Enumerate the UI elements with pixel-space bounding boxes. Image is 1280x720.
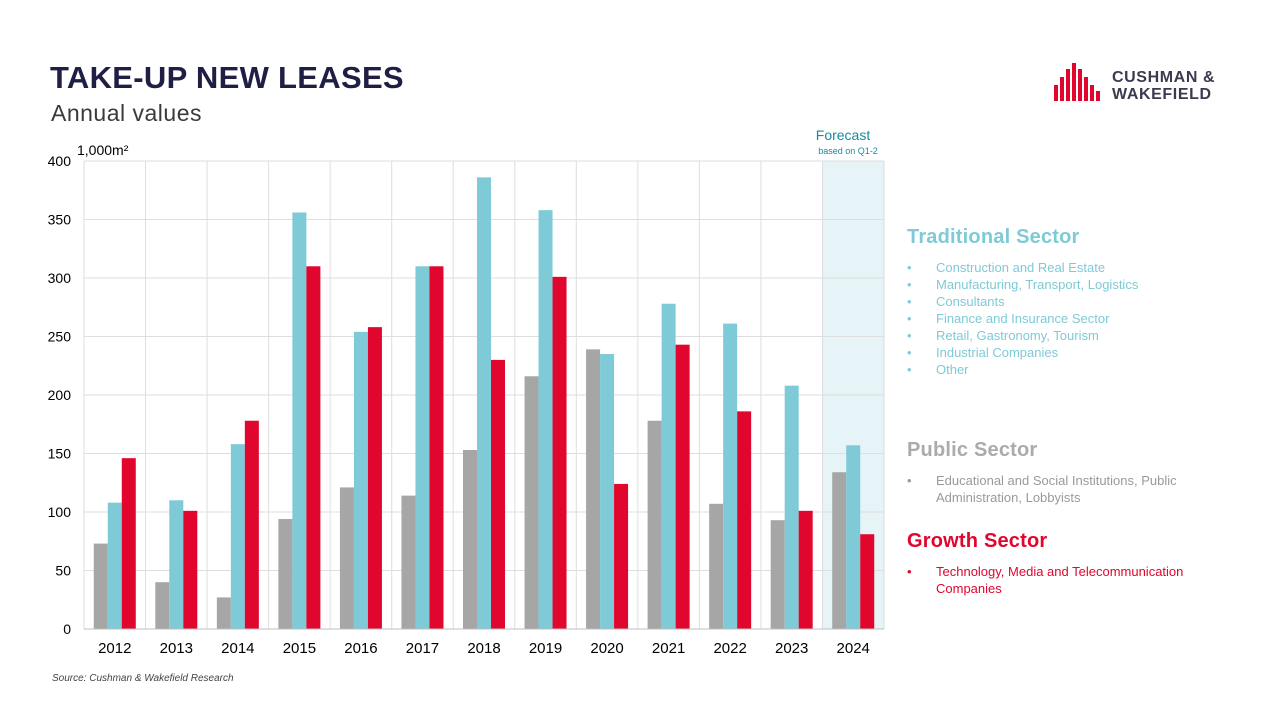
bar-growth xyxy=(614,483,629,629)
bar-growth xyxy=(860,534,875,629)
y-tick-label: 200 xyxy=(48,387,72,403)
bar-public xyxy=(832,472,847,629)
bar-public xyxy=(709,503,724,629)
legend-traditional: Traditional Sector Construction and Real… xyxy=(907,226,1237,378)
page-subtitle: Annual values xyxy=(51,100,202,126)
x-tick-label: 2020 xyxy=(590,640,623,657)
bar-growth xyxy=(429,266,444,629)
legend-growth-list: Technology, Media and Telecommunication … xyxy=(907,563,1237,597)
bar-traditional xyxy=(661,303,676,629)
bar-traditional xyxy=(230,444,245,629)
bar-public xyxy=(216,597,231,629)
bar-public xyxy=(339,487,354,629)
legend-traditional-title: Traditional Sector xyxy=(907,226,1080,248)
bar-growth xyxy=(675,344,690,629)
bars xyxy=(93,177,875,630)
bar-growth xyxy=(306,266,321,629)
x-tick-label: 2012 xyxy=(98,640,131,657)
legend-traditional-item: Consultants xyxy=(907,293,1237,310)
bar-public xyxy=(586,349,601,629)
legend-traditional-item: Finance and Insurance Sector xyxy=(907,310,1237,327)
legend-public-item: Educational and Social Institutions, Pub… xyxy=(907,472,1237,506)
bar-growth xyxy=(491,359,505,629)
bar-growth xyxy=(798,510,813,629)
bar-traditional xyxy=(292,212,307,630)
forecast-label: Forecast xyxy=(816,127,871,143)
y-tick-label: 150 xyxy=(48,446,72,462)
x-tick-label: 2019 xyxy=(529,640,562,657)
y-tick-label: 0 xyxy=(63,621,71,637)
bar-growth xyxy=(244,420,259,629)
bar-growth xyxy=(737,411,752,629)
logo-mark-icon xyxy=(1054,63,1100,101)
bar-public xyxy=(463,449,477,629)
x-tick-label: 2024 xyxy=(837,640,870,657)
logo-line-1: CUSHMAN & xyxy=(1112,69,1216,86)
bar-public xyxy=(93,543,108,629)
y-tick-label: 250 xyxy=(48,329,72,345)
y-tick-label: 50 xyxy=(55,563,71,579)
legend-traditional-item: Manufacturing, Transport, Logistics xyxy=(907,276,1237,293)
y-tick-label: 300 xyxy=(48,270,72,286)
bar-traditional xyxy=(784,385,799,629)
bar-public xyxy=(524,376,539,629)
bar-traditional xyxy=(723,323,738,629)
bar-growth xyxy=(552,276,567,629)
legend-traditional-item: Other xyxy=(907,361,1237,378)
bar-public xyxy=(155,582,170,629)
logo-line-2: WAKEFIELD xyxy=(1112,86,1212,103)
x-tick-label: 2014 xyxy=(221,640,254,657)
bar-public xyxy=(401,495,416,629)
bar-traditional xyxy=(477,177,491,629)
bar-traditional xyxy=(107,502,122,629)
x-tick-label: 2013 xyxy=(160,640,193,657)
x-tick-label: 2016 xyxy=(344,640,377,657)
x-tick-label: 2018 xyxy=(467,640,500,657)
forecast-note: based on Q1-2 xyxy=(818,146,878,156)
y-tick-label: 400 xyxy=(48,153,72,169)
take-up-chart: 0 50 100 150 200 250 300 350 400 2012 2013 2014 2015… xyxy=(48,127,885,657)
legend-growth-title: Growth Sector xyxy=(907,530,1048,552)
x-tick-label: 2023 xyxy=(775,640,808,657)
legend-public-list: Educational and Social Institutions, Pub… xyxy=(907,472,1237,506)
bar-traditional xyxy=(538,210,553,629)
legend-growth-item: Technology, Media and Telecommunication … xyxy=(907,563,1237,597)
x-tick-label: 2021 xyxy=(652,640,685,657)
x-tick-label: 2022 xyxy=(713,640,746,657)
legend-public: Public Sector Educational and Social Ins… xyxy=(907,439,1237,506)
logo-wordmark: CUSHMAN & WAKEFIELD xyxy=(1112,69,1215,103)
axes: 0 50 100 150 200 250 300 350 400 2012 2013 2014 2015… xyxy=(48,153,884,657)
legend-traditional-list: Construction and Real EstateManufacturin… xyxy=(907,259,1237,378)
y-axis-unit-label: 1,000m² xyxy=(77,142,129,158)
cushman-wakefield-logo xyxy=(1054,63,1100,101)
bar-growth xyxy=(121,458,136,629)
bar-public xyxy=(647,420,662,629)
bar-growth xyxy=(183,510,198,629)
x-tick-label: 2015 xyxy=(283,640,316,657)
page-title: TAKE-UP NEW LEASES xyxy=(50,60,404,95)
bar-public xyxy=(278,519,293,629)
x-tick-label: 2017 xyxy=(406,640,439,657)
legend-growth: Growth Sector Technology, Media and Tele… xyxy=(907,530,1237,597)
bar-traditional xyxy=(353,331,368,629)
bar-traditional xyxy=(846,445,861,629)
y-tick-label: 100 xyxy=(48,504,72,520)
bar-traditional xyxy=(600,354,615,629)
legend-traditional-item: Industrial Companies xyxy=(907,344,1237,361)
bar-traditional xyxy=(415,266,430,629)
bar-traditional xyxy=(169,500,184,629)
legend-public-title: Public Sector xyxy=(907,439,1038,461)
bar-growth xyxy=(367,327,382,629)
legend-traditional-item: Construction and Real Estate xyxy=(907,259,1237,276)
bar-public xyxy=(770,520,785,629)
y-tick-label: 350 xyxy=(48,212,72,228)
legend-traditional-item: Retail, Gastronomy, Tourism xyxy=(907,327,1237,344)
source-note: Source: Cushman & Wakefield Research xyxy=(52,673,234,684)
